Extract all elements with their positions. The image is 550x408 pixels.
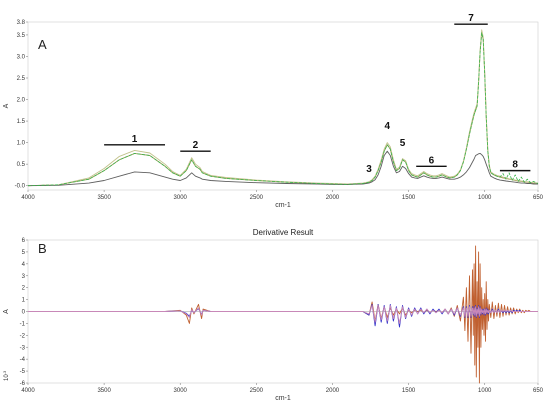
y-tick-label: 1.5 <box>17 119 26 125</box>
y-tick-label: -6 <box>20 381 26 387</box>
x-tick-label: 2000 <box>326 195 340 201</box>
chart-title: Derivative Result <box>253 228 314 237</box>
y-tick-label: 5 <box>22 250 26 256</box>
y-tick-label: 2.5 <box>17 76 26 82</box>
series-line <box>28 245 538 384</box>
series-line <box>27 150 538 187</box>
y-ticks-a: -0.0 0.5 1.0 1.5 2.0 2.5 3.0 3.5 3.8 <box>15 20 28 190</box>
series-line <box>27 32 539 187</box>
y-axis-label: A <box>3 103 10 108</box>
y-exponent-label: 10-3 <box>2 370 10 381</box>
x-tick-label: 1500 <box>402 388 416 394</box>
band-number: 8 <box>512 160 518 171</box>
x-tick-label: 650 <box>533 195 544 201</box>
x-tick-label: 3500 <box>97 195 111 201</box>
y-tick-label: 0 <box>22 310 26 316</box>
y-tick-label: 3 <box>22 274 26 280</box>
x-tick-label: 4000 <box>21 388 35 394</box>
x-axis-label: cm-1 <box>275 202 291 209</box>
band-number: 3 <box>366 164 372 175</box>
panel-b: 4000 3500 3000 2500 2000 1500 1000 650-6-5-4-3-… <box>2 228 544 402</box>
y-tick-label: 1 <box>22 298 26 304</box>
panel-a: 4000 3500 3000 2500 2000 1500 1000 650 -0.0 0.5 1.… <box>3 13 544 209</box>
band-number: 2 <box>193 140 199 151</box>
y-tick-label: 2 <box>22 286 26 292</box>
band-number: 4 <box>385 121 391 132</box>
y-axis-label: A <box>3 309 10 314</box>
x-tick-label: 1000 <box>478 195 492 201</box>
y-tick-label: 0.5 <box>17 162 26 168</box>
x-tick-label: 2000 <box>326 388 340 394</box>
x-tick-label: 3500 <box>97 388 111 394</box>
y-tick-label: 3.0 <box>17 54 26 60</box>
series-group-b <box>28 245 538 384</box>
x-tick-label: 3000 <box>174 195 188 201</box>
y-tick-label: -0.0 <box>15 184 26 190</box>
x-tick-label: 2500 <box>250 388 264 394</box>
y-tick-label: 6 <box>22 238 26 244</box>
y-tick-label: -2 <box>20 333 26 339</box>
y-tick-label: -5 <box>20 369 26 375</box>
x-ticks-b: 4000 3500 3000 2500 2000 1500 1000 650 <box>21 383 544 394</box>
x-tick-label: 1500 <box>402 195 416 201</box>
series-line <box>28 305 538 324</box>
y-tick-label: -4 <box>20 357 26 363</box>
panel-label-b: B <box>38 241 47 256</box>
band-number: 1 <box>132 134 138 145</box>
x-axis-label: cm-1 <box>275 395 291 402</box>
band-number: 7 <box>468 13 474 24</box>
y-tick-label: 4 <box>22 262 26 268</box>
x-tick-label: 2500 <box>250 195 264 201</box>
band-labels: 1 2 3 45 6 7 8 <box>104 13 531 175</box>
y-tick-label: 1.0 <box>17 141 26 147</box>
plot-frame-a <box>27 21 539 191</box>
y-tick-label: 3.5 <box>17 33 26 39</box>
panel-label-a: A <box>38 37 47 52</box>
x-tick-label: 4000 <box>21 195 35 201</box>
y-tick-label: 3.8 <box>17 20 26 26</box>
band-number: 5 <box>400 138 406 149</box>
series-line <box>27 32 539 187</box>
x-tick-label: 3000 <box>174 388 188 394</box>
x-tick-label: 1000 <box>478 388 492 394</box>
series-line <box>27 29 539 187</box>
band-number: 6 <box>429 155 435 166</box>
y-tick-label: 2.0 <box>17 98 26 104</box>
y-ticks-b: -6 -5 -4 -3 -2 -1 0 1 2 3 4 5 6 <box>20 238 28 387</box>
series-group-a <box>27 29 539 187</box>
x-ticks-a: 4000 3500 3000 2500 2000 1500 1000 650 <box>21 190 544 201</box>
y-tick-label: -3 <box>20 345 26 351</box>
x-tick-label: 650 <box>533 388 544 394</box>
y-tick-label: -1 <box>20 321 26 327</box>
